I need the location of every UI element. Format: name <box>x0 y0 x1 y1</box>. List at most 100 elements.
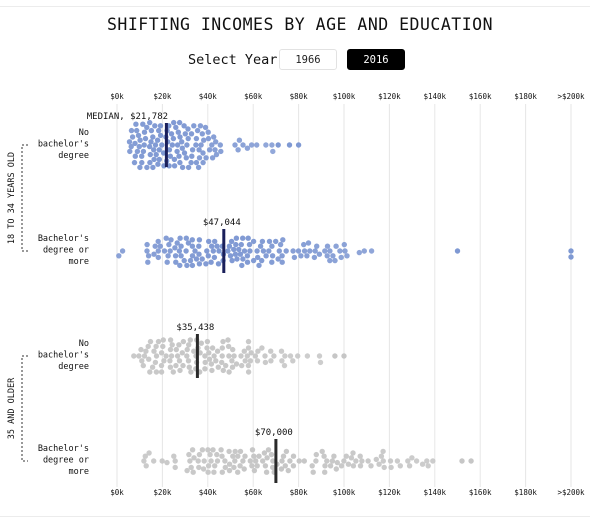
income-dot <box>172 458 178 464</box>
income-dot <box>197 123 204 129</box>
year-button-2016[interactable]: 2016 <box>347 49 405 70</box>
year-button-1966[interactable]: 1966 <box>279 49 337 70</box>
income-dot <box>313 458 319 464</box>
income-dot <box>136 353 142 359</box>
income-dot <box>311 254 318 261</box>
income-dot <box>316 353 323 359</box>
income-dot <box>176 153 182 159</box>
income-dot <box>167 346 174 353</box>
income-dot <box>205 447 211 453</box>
income-dot <box>141 129 148 135</box>
row-label: degree <box>58 151 89 161</box>
income-dot <box>254 463 260 469</box>
income-dot <box>171 156 178 163</box>
income-dot <box>255 348 261 354</box>
x-tick-label-bottom: $80k <box>290 488 309 497</box>
income-dot <box>278 466 285 472</box>
income-dot <box>296 458 302 464</box>
income-dot <box>146 143 153 150</box>
swarm-row-0 <box>126 119 302 171</box>
income-dot <box>171 119 177 126</box>
income-dot <box>219 345 225 351</box>
income-dot <box>236 246 242 253</box>
income-dot <box>202 359 208 366</box>
income-dot <box>141 458 147 464</box>
income-dot <box>159 142 165 148</box>
income-dot <box>322 463 328 469</box>
income-dot <box>144 124 150 131</box>
income-dot <box>226 353 232 359</box>
income-dot <box>185 126 191 132</box>
income-dot <box>177 367 183 374</box>
income-dot <box>184 346 190 353</box>
income-dot <box>430 458 436 464</box>
income-dot <box>172 245 178 251</box>
income-dot <box>208 458 214 464</box>
income-dot <box>249 447 256 453</box>
chart-title: SHIFTING INCOMES BY AGE AND EDUCATION <box>106 15 494 34</box>
income-dot <box>241 466 247 472</box>
income-dot <box>249 463 255 469</box>
x-tick-label-bottom: $100k <box>333 488 356 497</box>
income-dot <box>177 134 183 140</box>
income-dot <box>209 142 215 148</box>
income-dot <box>182 131 188 137</box>
income-dot <box>173 259 179 265</box>
outlier-dot <box>275 142 281 148</box>
income-dot <box>356 249 362 256</box>
income-dot <box>234 256 240 262</box>
income-dot <box>196 451 203 458</box>
income-dot <box>202 366 208 372</box>
income-dot <box>161 248 168 254</box>
income-dot <box>368 463 374 469</box>
income-dot <box>157 123 164 129</box>
income-dot <box>350 463 357 469</box>
income-dot <box>205 253 211 259</box>
x-tick-label-top: $80k <box>290 92 309 101</box>
income-dot <box>139 159 145 166</box>
outlier-dot <box>332 353 338 359</box>
income-dot <box>222 464 228 471</box>
income-dot <box>235 147 241 153</box>
year-selector-label: Select Year <box>188 52 278 68</box>
income-dot <box>321 453 327 459</box>
income-dot <box>213 151 220 158</box>
income-dot <box>241 248 248 254</box>
income-dot <box>259 345 265 351</box>
income-dot <box>189 147 196 153</box>
income-dot <box>193 142 199 148</box>
income-dot <box>178 243 184 249</box>
income-dot <box>310 469 316 475</box>
income-dot <box>181 123 187 129</box>
income-dot <box>413 458 420 464</box>
income-dot <box>211 254 218 261</box>
income-dot <box>357 453 363 459</box>
income-dot <box>265 447 272 453</box>
income-dot <box>152 359 159 366</box>
income-dot <box>196 237 203 243</box>
income-dot <box>184 353 190 359</box>
income-dot <box>214 451 220 458</box>
income-dot <box>136 143 142 150</box>
income-dot <box>394 458 401 464</box>
row-label: degree <box>58 362 89 372</box>
income-dot <box>341 458 347 464</box>
income-dot <box>254 358 261 364</box>
income-dot <box>189 447 196 453</box>
income-dot <box>245 338 252 345</box>
income-dot <box>183 235 189 241</box>
income-dot <box>295 353 301 359</box>
income-dot <box>174 353 181 359</box>
income-dot <box>170 369 176 375</box>
x-tick-label-bottom: >$200k <box>557 488 585 497</box>
income-dot <box>295 248 302 254</box>
income-dot <box>290 358 296 364</box>
income-dot <box>232 142 238 148</box>
income-dot <box>199 447 206 453</box>
income-dot <box>314 243 320 249</box>
income-dot <box>186 342 192 348</box>
row-label: No <box>79 339 89 349</box>
group-bracket <box>21 144 28 252</box>
income-dot <box>163 353 169 359</box>
income-dot <box>331 453 337 459</box>
